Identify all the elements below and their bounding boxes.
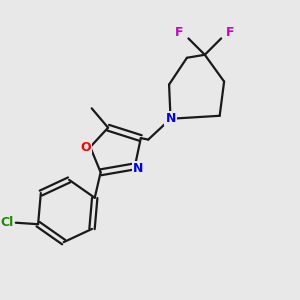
- Text: F: F: [175, 26, 184, 39]
- Text: Cl: Cl: [0, 216, 14, 229]
- Text: N: N: [165, 112, 176, 125]
- Text: N: N: [133, 162, 143, 175]
- Text: O: O: [80, 140, 91, 154]
- Text: F: F: [226, 26, 234, 39]
